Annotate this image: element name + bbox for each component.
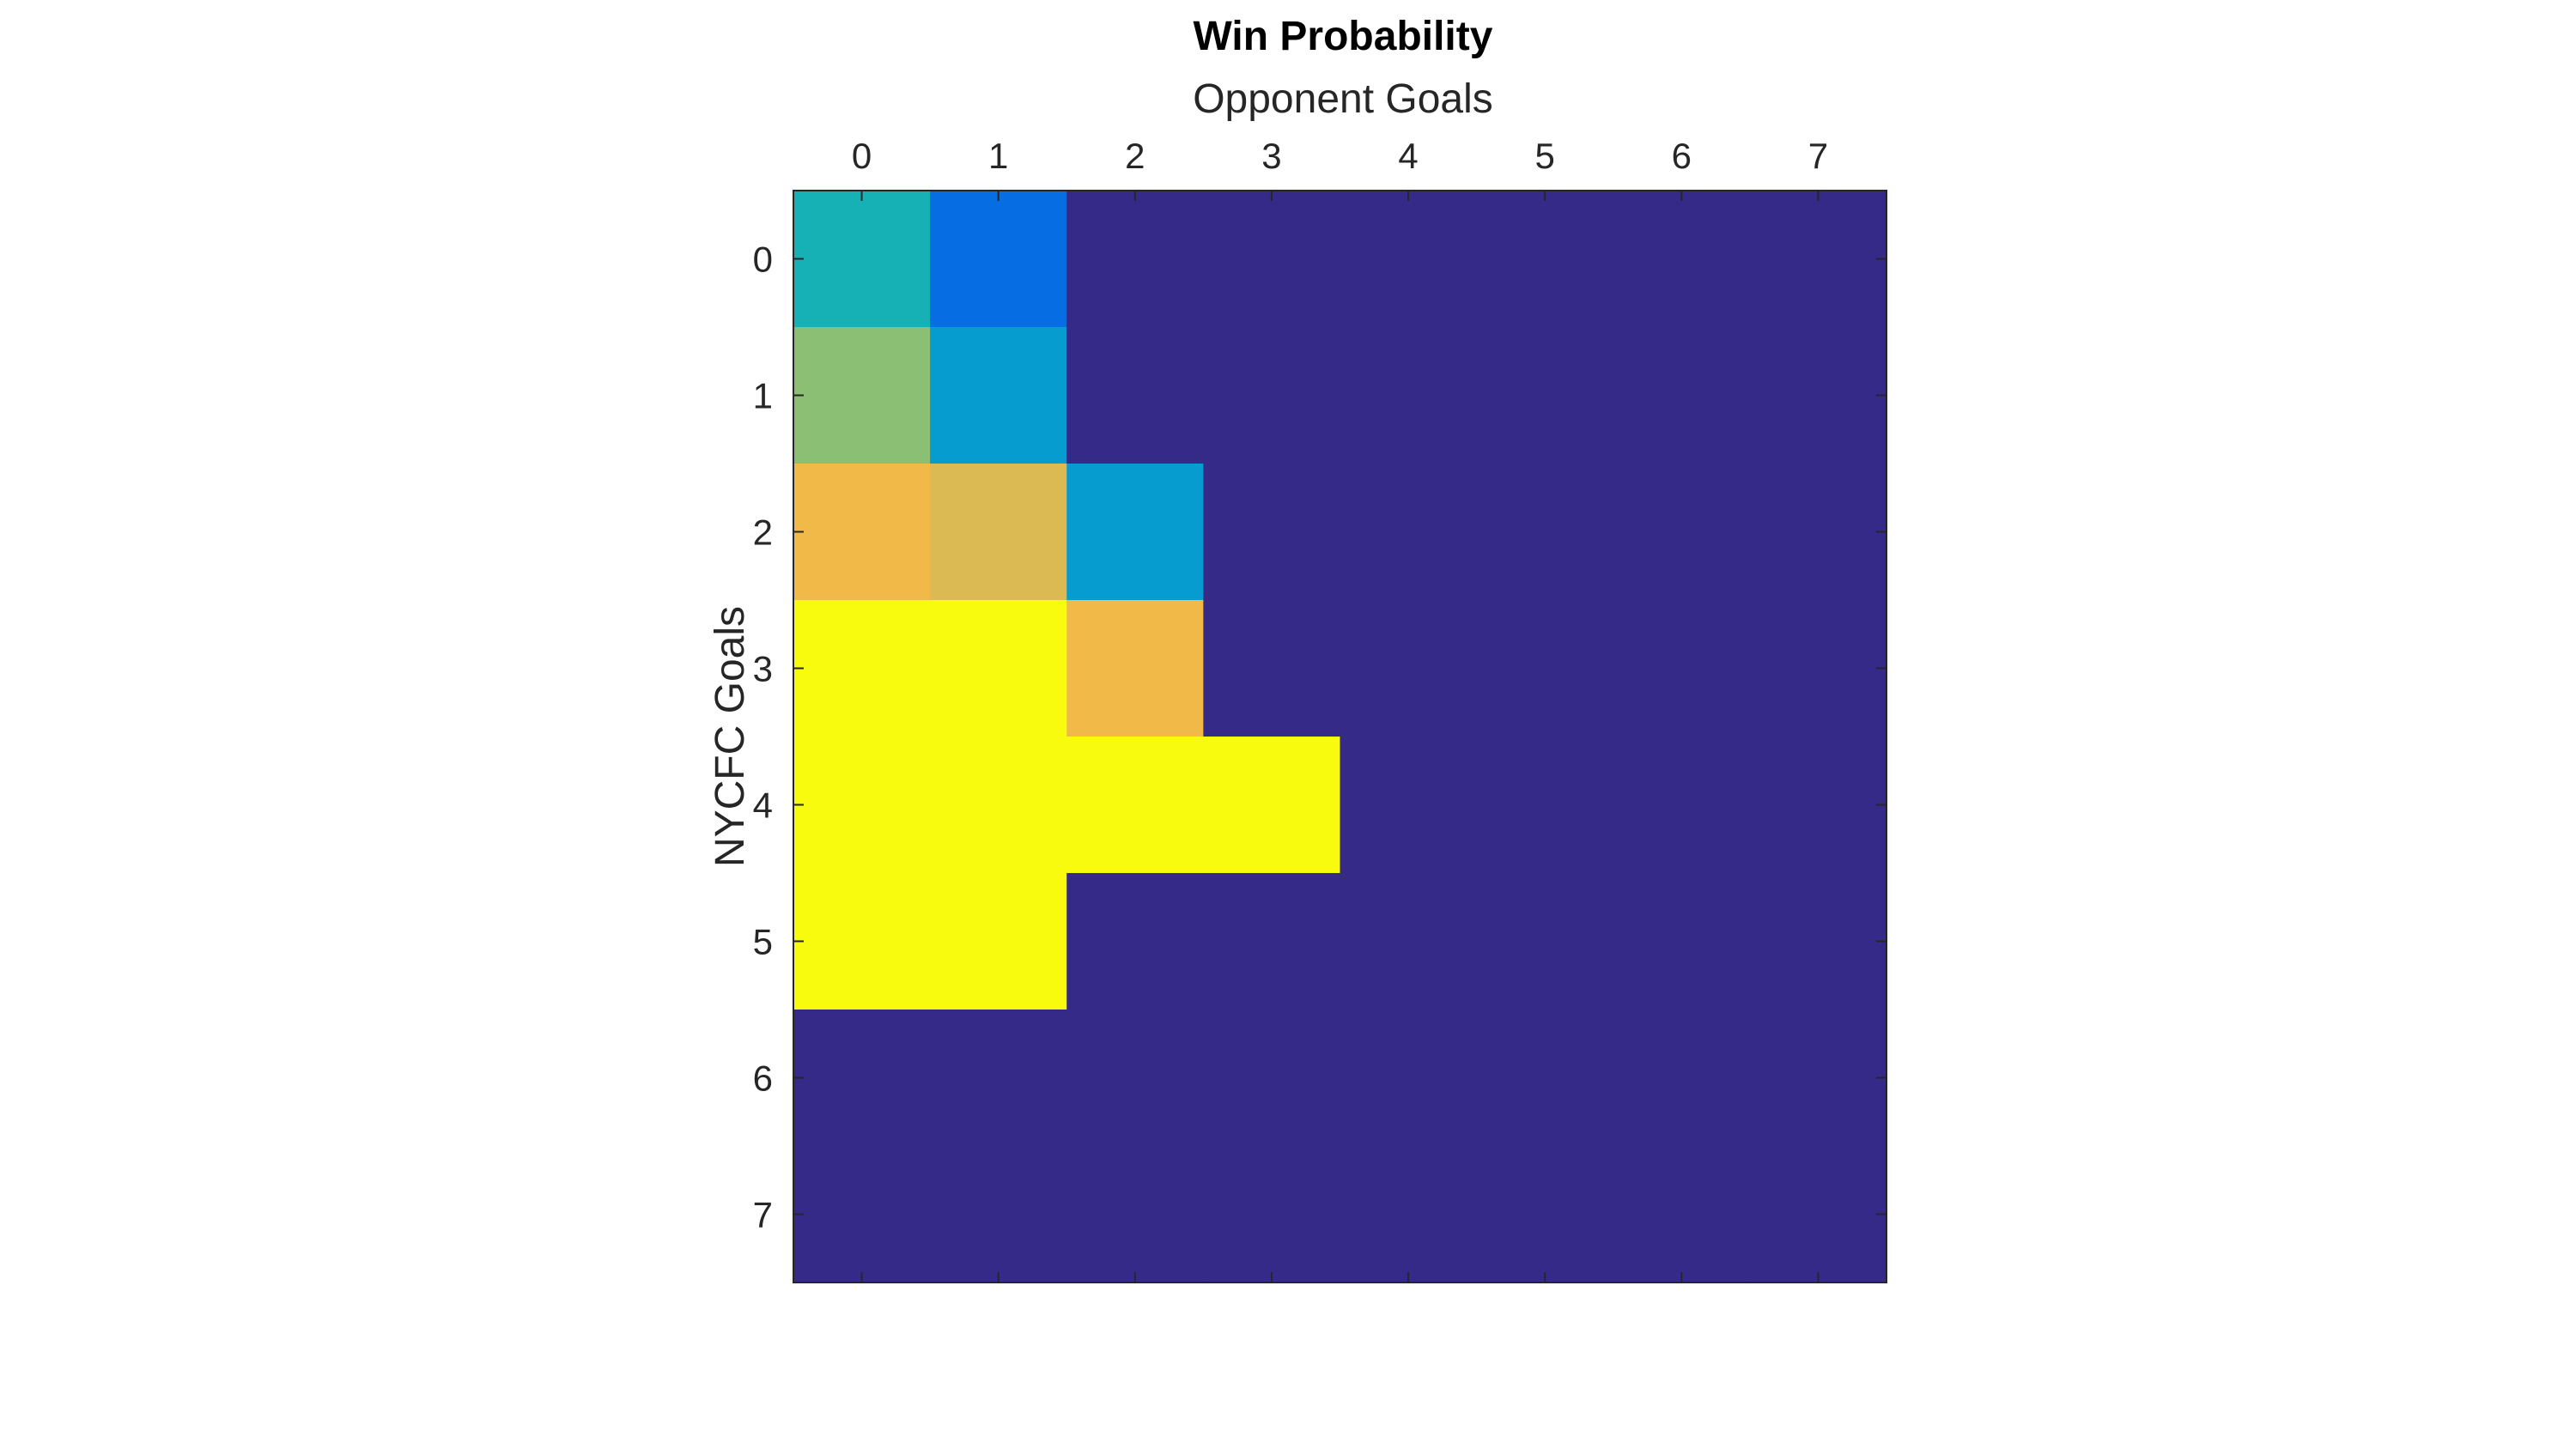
- heatmap-cell-7-1: [930, 1146, 1067, 1283]
- heatmap-cell-5-2: [1066, 873, 1204, 1010]
- heatmap-cell-6-0: [793, 1010, 931, 1147]
- chart-title: Win Probability: [1194, 14, 1493, 59]
- heatmap-cell-3-3: [1203, 600, 1341, 737]
- heatmap-cell-5-7: [1749, 873, 1887, 1010]
- heatmap-cell-7-3: [1203, 1146, 1341, 1283]
- heatmap-cell-6-4: [1340, 1010, 1478, 1147]
- heatmap-cell-7-2: [1066, 1146, 1204, 1283]
- heatmap-cell-0-2: [1066, 191, 1204, 328]
- x-tick-label: 1: [988, 136, 1008, 176]
- heatmap-cell-0-6: [1613, 191, 1751, 328]
- y-tick-label: 7: [753, 1195, 773, 1235]
- heatmap-cell-4-0: [793, 737, 931, 874]
- heatmap-cell-2-7: [1749, 464, 1887, 601]
- heatmap-cell-5-3: [1203, 873, 1341, 1010]
- heatmap-cell-5-0: [793, 873, 931, 1010]
- heatmap-cell-4-7: [1749, 737, 1887, 874]
- heatmap-cell-1-1: [930, 327, 1067, 464]
- heatmap-cell-0-7: [1749, 191, 1887, 328]
- y-tick-label: 3: [753, 649, 773, 689]
- heatmap-cell-2-3: [1203, 464, 1341, 601]
- heatmap-cell-1-2: [1066, 327, 1204, 464]
- y-tick-labels: 0 1 2 3 4 5 6 7: [753, 240, 773, 1235]
- heatmap-cell-1-6: [1613, 327, 1751, 464]
- heatmap-cell-7-5: [1476, 1146, 1614, 1283]
- heatmap-cell-6-5: [1476, 1010, 1614, 1147]
- heatmap-cell-4-3: [1203, 737, 1341, 874]
- y-tick-label: 4: [753, 785, 773, 826]
- heatmap-cells: [793, 191, 1887, 1283]
- x-tick-label: 6: [1672, 136, 1692, 176]
- heatmap-cell-6-2: [1066, 1010, 1204, 1147]
- heatmap-cell-0-4: [1340, 191, 1478, 328]
- y-tick-label: 6: [753, 1058, 773, 1099]
- heatmap-cell-0-3: [1203, 191, 1341, 328]
- heatmap-cell-1-5: [1476, 327, 1614, 464]
- heatmap-cell-4-2: [1066, 737, 1204, 874]
- tick-marks: [793, 191, 1886, 1282]
- heatmap-cell-2-6: [1613, 464, 1751, 601]
- x-axis-label: Opponent Goals: [1193, 76, 1493, 122]
- heatmap-cell-2-0: [793, 464, 931, 601]
- heatmap-cell-1-4: [1340, 327, 1478, 464]
- heatmap-cell-7-0: [793, 1146, 931, 1283]
- x-tick-label: 0: [852, 136, 872, 176]
- heatmap-cell-3-0: [793, 600, 931, 737]
- heatmap-cell-0-1: [930, 191, 1067, 328]
- x-tick-label: 7: [1808, 136, 1828, 176]
- x-tick-label: 3: [1261, 136, 1281, 176]
- x-tick-label: 5: [1535, 136, 1555, 176]
- heatmap-cell-7-6: [1613, 1146, 1751, 1283]
- heatmap-cell-3-1: [930, 600, 1067, 737]
- heatmap-cell-1-3: [1203, 327, 1341, 464]
- heatmap-cell-0-0: [793, 191, 931, 328]
- heatmap-cell-4-4: [1340, 737, 1478, 874]
- heatmap-cell-2-2: [1066, 464, 1204, 601]
- heatmap-cell-5-4: [1340, 873, 1478, 1010]
- heatmap-cell-3-7: [1749, 600, 1887, 737]
- heatmap-cell-6-1: [930, 1010, 1067, 1147]
- heatmap-cell-2-4: [1340, 464, 1478, 601]
- heatmap-cell-6-7: [1749, 1010, 1887, 1147]
- heatmap-cell-3-6: [1613, 600, 1751, 737]
- plot-frame: [793, 190, 1887, 1283]
- heatmap-cell-5-1: [930, 873, 1067, 1010]
- heatmap-cell-7-4: [1340, 1146, 1478, 1283]
- x-tick-labels: 0 1 2 3 4 5 6 7: [852, 136, 1828, 176]
- heatmap-cell-1-7: [1749, 327, 1887, 464]
- heatmap-cell-4-5: [1476, 737, 1614, 874]
- heatmap-cell-3-4: [1340, 600, 1478, 737]
- y-tick-label: 2: [753, 512, 773, 553]
- heatmap-cell-7-7: [1749, 1146, 1887, 1283]
- y-tick-label: 5: [753, 922, 773, 962]
- heatmap-cell-1-0: [793, 327, 931, 464]
- heatmap-cell-6-6: [1613, 1010, 1751, 1147]
- heatmap-cell-0-5: [1476, 191, 1614, 328]
- heatmap-cell-6-3: [1203, 1010, 1341, 1147]
- y-tick-label: 0: [753, 240, 773, 280]
- heatmap-cell-3-5: [1476, 600, 1614, 737]
- heatmap-cell-2-5: [1476, 464, 1614, 601]
- heatmap-cell-5-5: [1476, 873, 1614, 1010]
- x-tick-label: 2: [1125, 136, 1145, 176]
- x-tick-label: 4: [1398, 136, 1418, 176]
- heatmap-cell-4-6: [1613, 737, 1751, 874]
- heatmap-cell-5-6: [1613, 873, 1751, 1010]
- y-tick-label: 1: [753, 376, 773, 416]
- heatmap-cell-2-1: [930, 464, 1067, 601]
- heatmap-cell-4-1: [930, 737, 1067, 874]
- y-axis-label: NYCFC Goals: [708, 606, 753, 867]
- heatmap-cell-3-2: [1066, 600, 1204, 737]
